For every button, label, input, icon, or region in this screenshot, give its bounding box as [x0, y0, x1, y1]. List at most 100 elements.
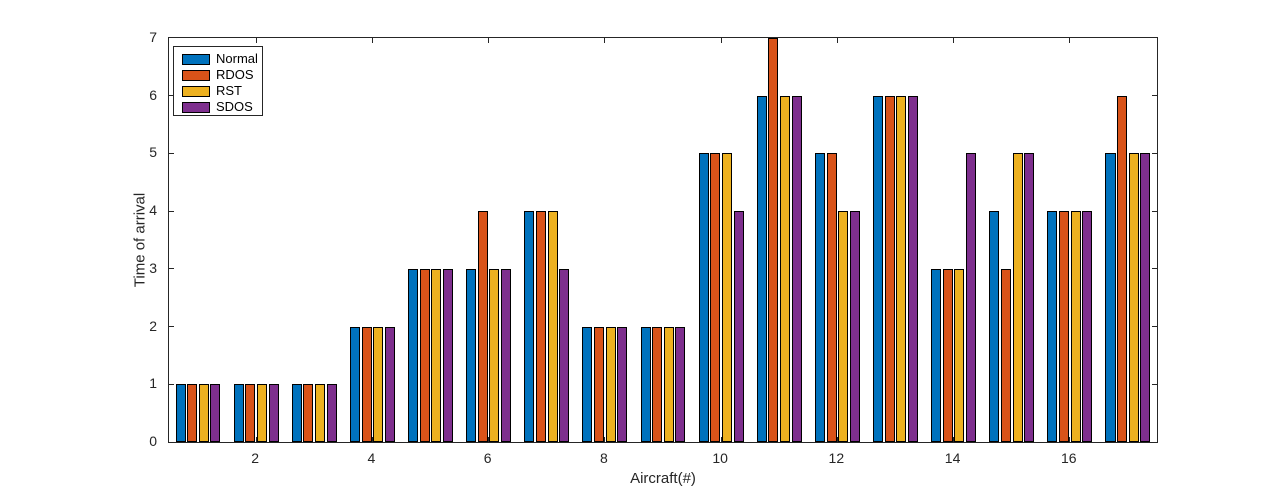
plot-area [168, 37, 1158, 443]
bar-sdos-aircraft-10 [733, 211, 744, 442]
y-tick-mark-right [1152, 268, 1157, 270]
bar-sdos-aircraft-17 [1140, 153, 1151, 442]
x-tick-mark [371, 437, 373, 442]
y-tick-mark-right [1152, 210, 1157, 212]
bar-normal-aircraft-11 [756, 95, 767, 442]
bar-normal-aircraft-1 [175, 384, 186, 442]
bar-sdos-aircraft-16 [1082, 211, 1093, 442]
x-tick-mark [953, 437, 955, 442]
legend-label-rdos: RDOS [216, 67, 254, 82]
bar-rst-aircraft-5 [431, 268, 442, 442]
x-tick-mark-top [255, 38, 257, 43]
bar-sdos-aircraft-5 [442, 268, 453, 442]
x-tick-mark-top [836, 38, 838, 43]
x-tick-label: 2 [251, 450, 260, 466]
x-tick-label: 12 [828, 450, 845, 466]
bar-sdos-aircraft-4 [384, 326, 395, 442]
y-tick-mark [169, 152, 174, 154]
bar-rdos-aircraft-14 [942, 268, 953, 442]
bar-rdos-aircraft-13 [884, 95, 895, 442]
bar-rst-aircraft-7 [547, 211, 558, 442]
y-tick-label: 0 [149, 433, 157, 449]
bar-normal-aircraft-9 [640, 326, 651, 442]
bar-sdos-aircraft-12 [849, 211, 860, 442]
bar-normal-aircraft-6 [466, 268, 477, 442]
bar-rdos-aircraft-15 [1000, 268, 1011, 442]
x-tick-label: 4 [367, 450, 376, 466]
bar-rst-aircraft-3 [315, 384, 326, 442]
bar-sdos-aircraft-15 [1024, 153, 1035, 442]
bar-normal-aircraft-3 [291, 384, 302, 442]
bar-sdos-aircraft-1 [210, 384, 221, 442]
bar-normal-aircraft-4 [349, 326, 360, 442]
bar-sdos-aircraft-9 [675, 326, 686, 442]
legend-swatch-sdos [182, 101, 210, 113]
x-axis-label: Aircraft(#) [630, 470, 696, 487]
bar-sdos-aircraft-11 [791, 95, 802, 442]
x-tick-mark-top [1069, 38, 1071, 43]
bar-normal-aircraft-10 [698, 153, 709, 442]
bar-rdos-aircraft-12 [826, 153, 837, 442]
x-tick-mark [836, 437, 838, 442]
bar-rdos-aircraft-7 [535, 211, 546, 442]
x-tick-mark [720, 437, 722, 442]
bar-rdos-aircraft-1 [187, 384, 198, 442]
bar-rdos-aircraft-16 [1059, 211, 1070, 442]
bar-normal-aircraft-15 [989, 211, 1000, 442]
bar-sdos-aircraft-6 [501, 268, 512, 442]
bar-rst-aircraft-12 [838, 211, 849, 442]
y-tick-mark [169, 326, 174, 328]
bar-rst-aircraft-1 [198, 384, 209, 442]
y-tick-mark-right [1152, 383, 1157, 385]
y-tick-label: 1 [149, 375, 157, 392]
bar-rst-aircraft-6 [489, 268, 500, 442]
legend-label-normal: Normal [216, 51, 258, 66]
y-tick-mark [169, 268, 174, 270]
y-tick-mark-right [1152, 326, 1157, 328]
legend-item-rst: RST [174, 83, 262, 99]
bar-normal-aircraft-17 [1105, 153, 1116, 442]
y-tick-mark-right [1152, 95, 1157, 97]
legend-item-normal: Normal [174, 51, 262, 67]
x-tick-mark [488, 437, 490, 442]
bar-rst-aircraft-10 [721, 153, 732, 442]
bar-normal-aircraft-5 [408, 268, 419, 442]
x-tick-mark-top [488, 38, 490, 43]
y-tick-label: 4 [149, 202, 157, 219]
legend: Normal RDOS RST SDOS [173, 46, 263, 116]
bar-normal-aircraft-16 [1047, 211, 1058, 442]
bar-rst-aircraft-16 [1070, 211, 1081, 442]
x-tick-mark-top [604, 38, 606, 43]
bar-rdos-aircraft-10 [710, 153, 721, 442]
x-tick-mark-top [371, 38, 373, 43]
legend-item-sdos: SDOS [174, 99, 262, 115]
legend-label-sdos: SDOS [216, 99, 253, 114]
bar-sdos-aircraft-3 [326, 384, 337, 442]
bar-rst-aircraft-15 [1012, 153, 1023, 442]
x-tick-mark [1069, 437, 1071, 442]
x-tick-label: 10 [712, 450, 728, 466]
bar-normal-aircraft-14 [931, 268, 942, 442]
bar-normal-aircraft-13 [873, 95, 884, 442]
bar-sdos-aircraft-2 [268, 384, 279, 442]
legend-swatch-rst [182, 85, 210, 97]
bar-rst-aircraft-14 [954, 268, 965, 442]
bar-rdos-aircraft-8 [594, 326, 605, 442]
bar-rst-aircraft-4 [373, 326, 384, 442]
y-tick-mark [169, 95, 174, 97]
legend-label-rst: RST [216, 83, 242, 98]
legend-swatch-rdos [182, 69, 210, 81]
bar-sdos-aircraft-14 [966, 153, 977, 442]
y-tick-label: 2 [149, 317, 157, 334]
bar-normal-aircraft-2 [233, 384, 244, 442]
bar-rdos-aircraft-5 [419, 268, 430, 442]
bar-rst-aircraft-9 [663, 326, 674, 442]
bar-rdos-aircraft-9 [652, 326, 663, 442]
bar-rdos-aircraft-4 [361, 326, 372, 442]
bar-rdos-aircraft-6 [477, 211, 488, 442]
legend-swatch-normal [182, 53, 210, 65]
legend-item-rdos: RDOS [174, 67, 262, 83]
bar-normal-aircraft-12 [814, 153, 825, 442]
x-tick-label: 6 [483, 450, 492, 466]
